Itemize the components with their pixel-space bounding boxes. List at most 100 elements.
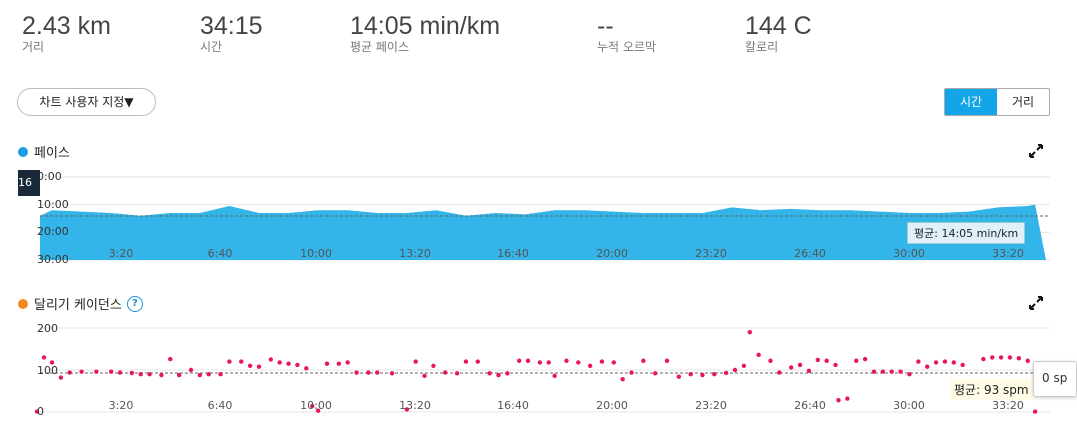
cadence-point — [833, 362, 838, 368]
cadence-point — [218, 372, 223, 377]
cadence-point — [108, 369, 114, 374]
cadence-point — [629, 370, 634, 375]
cadence-point — [712, 372, 717, 377]
pace-y-tick: 0:00 — [37, 170, 62, 183]
stat-value: -- — [597, 12, 614, 40]
cadence-point — [641, 358, 646, 363]
cadence-chart — [34, 327, 1050, 414]
stat-distance: 2.43 km 거리 — [22, 12, 111, 54]
toggle-distance-button[interactable]: 거리 — [1011, 95, 1035, 109]
cadence-legend-dot — [18, 298, 28, 309]
cadence-point — [652, 371, 658, 376]
cadence-x-tick: 23:20 — [695, 399, 727, 412]
cadence-point — [898, 369, 903, 374]
cadence-point — [552, 373, 557, 379]
stat-value: 14:05 min/km — [350, 12, 501, 40]
stat-value: 34:15 — [200, 12, 263, 40]
cadence-point — [304, 366, 309, 371]
cadence-point — [951, 360, 957, 365]
cadence-point — [138, 372, 143, 377]
toggle-time-button[interactable]: 시간 — [945, 89, 997, 115]
cadence-point — [611, 360, 616, 365]
cadence-point — [197, 372, 203, 378]
cadence-point — [496, 372, 501, 378]
cadence-point — [168, 356, 173, 362]
expand-icon[interactable] — [1029, 296, 1043, 310]
cadence-point — [463, 359, 469, 364]
cadence-x-tick: 10:00 — [300, 399, 332, 412]
pace-x-tick: 30:00 — [893, 247, 925, 260]
cadence-point — [34, 409, 40, 414]
help-icon[interactable]: ? — [126, 295, 143, 312]
cadence-point — [315, 408, 321, 413]
cadence-x-tick: 3:20 — [108, 399, 134, 412]
cadence-point — [295, 362, 300, 368]
cadence-point — [505, 371, 510, 376]
cadence-point — [700, 372, 705, 378]
stat-avg-pace: 14:05 min/km 평균 페이스 — [350, 12, 500, 54]
cadence-point — [227, 359, 232, 364]
cadence-point — [889, 369, 894, 374]
cadence-point — [487, 371, 492, 376]
pace-x-tick: 33:20 — [992, 247, 1024, 260]
cadence-point — [768, 358, 773, 363]
cadence-point — [942, 359, 948, 364]
cadence-point — [916, 359, 921, 364]
cadence-point — [206, 372, 211, 377]
cadence-point — [732, 367, 738, 373]
stat-label: 거리 — [22, 40, 45, 54]
stat-value: 2.43 km — [22, 12, 111, 40]
cadence-point — [933, 360, 939, 365]
stat-time: 34:15 시간 — [200, 12, 263, 54]
pace-legend-dot — [18, 146, 28, 157]
cadence-average-label: 평균: 93 spm — [950, 379, 1033, 400]
stat-label: 칼로리 — [745, 40, 779, 54]
cadence-point — [129, 370, 135, 376]
pace-x-tick: 16:40 — [497, 247, 529, 260]
cadence-point — [871, 369, 877, 374]
cadence-point — [147, 372, 152, 377]
cadence-point — [345, 360, 350, 365]
cadence-y-tick: 200 — [37, 322, 58, 335]
cadence-point — [454, 371, 460, 376]
cadence-point — [79, 369, 84, 374]
cadence-point — [862, 356, 868, 362]
cadence-point — [664, 358, 670, 363]
cadence-point — [413, 359, 418, 364]
cadence-point — [336, 361, 342, 366]
cadence-point — [310, 403, 315, 409]
pace-chart — [40, 176, 1050, 261]
cadence-point — [49, 360, 55, 365]
cadence-point — [836, 398, 841, 403]
cadence-point — [375, 370, 380, 375]
stat-value: 144 C — [745, 12, 812, 40]
stat-calories: 144 C 칼로리 — [745, 12, 812, 54]
cadence-point — [247, 363, 253, 368]
cadence-point — [599, 359, 605, 364]
cadence-point — [431, 363, 436, 368]
cadence-point — [94, 369, 99, 374]
cadence-x-tick: 13:20 — [399, 399, 431, 412]
expand-icon[interactable] — [1029, 144, 1043, 158]
cadence-point — [854, 358, 859, 363]
cadence-point — [788, 365, 794, 370]
cadence-point — [907, 372, 912, 377]
pace-y-tick: 20:00 — [37, 225, 69, 238]
cadence-point — [159, 372, 164, 378]
stat-elevation: -- 누적 오르막 — [597, 12, 656, 54]
stat-label: 누적 오르막 — [597, 40, 657, 54]
cadence-point — [404, 407, 410, 412]
cadence-point — [239, 359, 244, 364]
pace-x-tick: 20:00 — [596, 247, 628, 260]
cadence-point — [824, 358, 829, 363]
stat-label: 평균 페이스 — [350, 40, 410, 54]
cadence-point — [389, 371, 395, 376]
chart-customize-dropdown[interactable]: 차트 사용자 지정▼ — [17, 88, 156, 116]
cadence-point — [475, 359, 480, 364]
cadence-point — [188, 367, 194, 373]
cadence-x-tick: 16:40 — [497, 399, 529, 412]
cadence-point — [1007, 355, 1013, 360]
pace-x-tick: 6:40 — [207, 247, 233, 260]
cadence-point — [845, 396, 850, 401]
cadence-x-tick: 6:40 — [207, 399, 233, 412]
